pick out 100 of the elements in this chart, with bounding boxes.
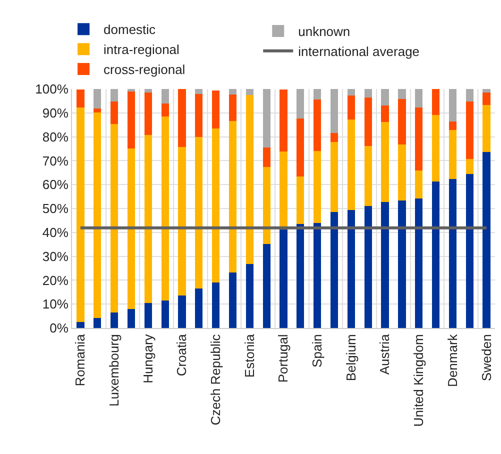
bar (448, 122, 457, 130)
bar (212, 128, 220, 282)
bar (110, 312, 118, 328)
bar (76, 322, 84, 328)
y-tick-label: 100% (35, 82, 69, 97)
y-tick-label: 30% (42, 248, 69, 264)
bar (76, 90, 84, 108)
bar (482, 152, 490, 328)
x-tick-label: United Kingdom (411, 334, 426, 427)
bar (127, 308, 136, 328)
legend-label: domestic (104, 22, 156, 38)
bar (195, 136, 203, 289)
bar (228, 94, 237, 122)
bar (347, 119, 355, 210)
bar (296, 118, 304, 177)
x-tick-label: Sweden (478, 334, 494, 382)
bar (246, 94, 254, 264)
y-tick-label: 0% (50, 320, 69, 336)
bar (398, 99, 406, 145)
bar (330, 212, 338, 328)
bar (280, 151, 288, 230)
y-tick-label: 10% (42, 296, 69, 312)
bar (178, 89, 186, 148)
x-tick-label: Romania (72, 333, 88, 386)
bar (262, 89, 270, 148)
bar (347, 210, 355, 328)
bar (144, 302, 152, 328)
x-tick-label: Luxembourg (106, 334, 122, 406)
bar (94, 108, 102, 112)
bar (466, 159, 474, 174)
y-tick-label: 70% (42, 153, 69, 168)
bar (296, 176, 304, 224)
bar (347, 95, 355, 120)
x-tick-label: Austria (377, 333, 392, 375)
bar (195, 94, 203, 137)
bar (330, 142, 338, 212)
bar (364, 146, 372, 206)
bar (195, 89, 203, 94)
bar (381, 89, 389, 106)
bar (364, 89, 372, 98)
bar (381, 122, 389, 202)
bar (432, 114, 440, 182)
bar (314, 99, 322, 152)
bar (415, 89, 423, 108)
bar (398, 89, 406, 100)
x-tick-label: Hungary (140, 334, 156, 384)
x-tick-label: Denmark (444, 334, 460, 387)
bar (466, 102, 474, 160)
bar (212, 282, 220, 328)
bar (178, 296, 186, 328)
bar (314, 222, 322, 328)
legend-label: intra-regional (104, 42, 180, 58)
bar (110, 89, 118, 102)
bar (144, 135, 152, 303)
bar (280, 229, 288, 328)
bar (94, 112, 102, 318)
x-tick-label: Belgium (343, 334, 358, 382)
bar (262, 244, 270, 328)
bar (161, 89, 169, 104)
x-tick-label: Croatia (174, 333, 190, 376)
bar (262, 147, 270, 168)
x-tick-label: Spain (310, 334, 325, 368)
y-tick-label: 50% (42, 201, 69, 216)
x-tick-label: Czech Republic (208, 334, 224, 426)
bar (432, 182, 440, 328)
y-tick-label: 90% (42, 105, 69, 120)
bar (364, 98, 372, 146)
bar (178, 147, 186, 296)
bar (482, 104, 490, 152)
bar (127, 148, 136, 309)
bar (76, 108, 84, 322)
bar (212, 90, 220, 129)
bar (280, 90, 288, 152)
bar (161, 116, 169, 301)
bar (330, 89, 338, 133)
bar (448, 89, 457, 122)
bar (364, 206, 372, 328)
legend-label: unknown (298, 24, 350, 40)
legend-label: cross-regional (104, 62, 186, 78)
bar (347, 89, 355, 96)
bar (110, 102, 118, 124)
bar (246, 89, 254, 95)
bar (195, 288, 203, 328)
bar (466, 89, 474, 102)
legend-label: international average (298, 44, 420, 59)
bar (127, 92, 136, 149)
y-tick-label: 40% (42, 224, 69, 240)
bar (314, 151, 322, 223)
bar (448, 178, 457, 328)
x-tick-label: Portugal (276, 334, 291, 383)
bar (262, 167, 270, 244)
bar (415, 198, 423, 328)
y-tick-label: 20% (42, 272, 69, 288)
bar (94, 318, 102, 328)
bar (246, 264, 254, 328)
bar (296, 224, 304, 328)
bar (144, 89, 152, 93)
bar (448, 130, 457, 179)
y-tick-label: 80% (42, 129, 69, 144)
y-tick-label: 60% (42, 177, 69, 192)
